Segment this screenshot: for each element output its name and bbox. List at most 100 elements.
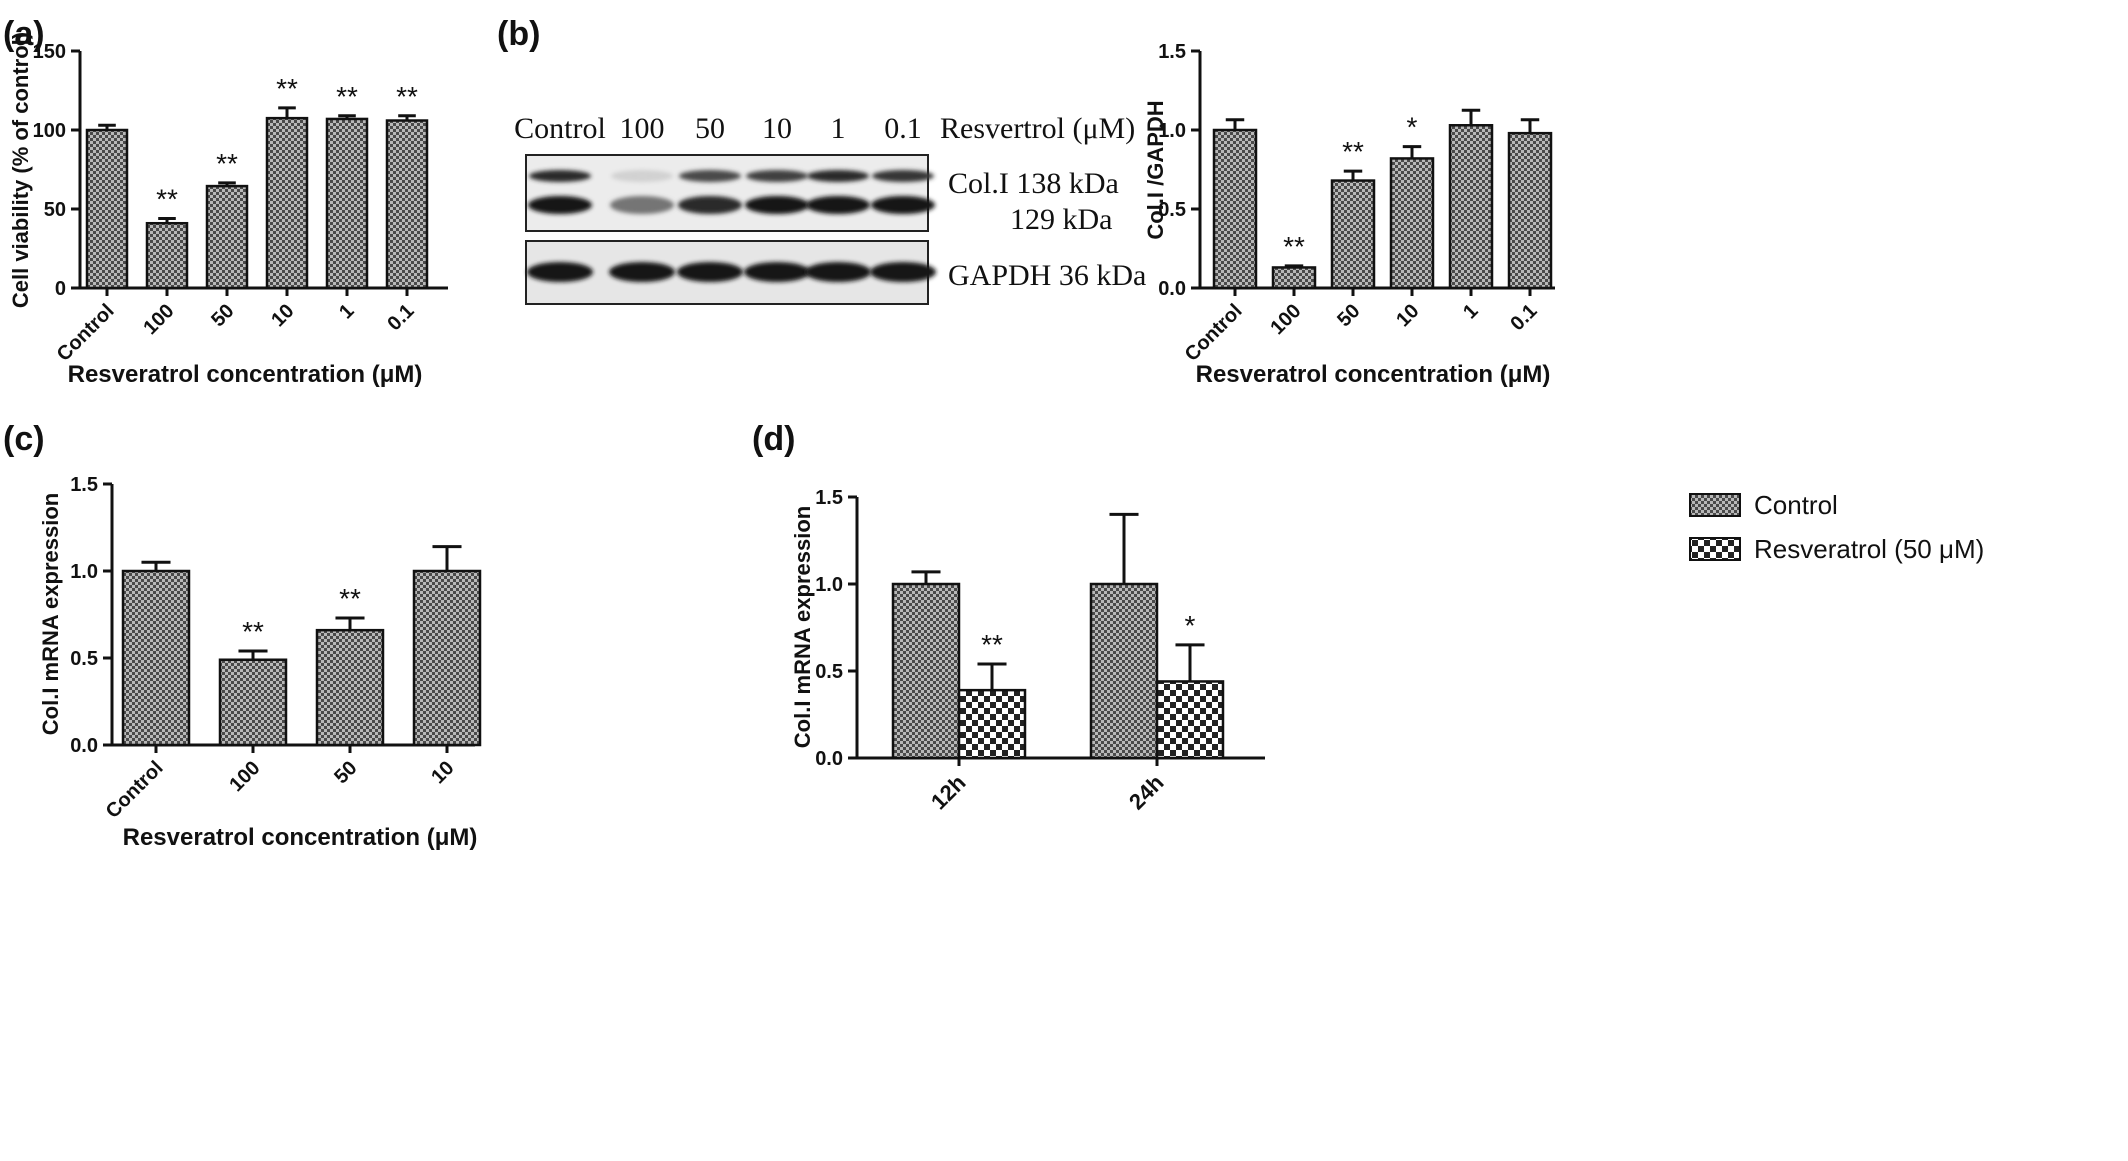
bar <box>85 128 129 290</box>
y-tick-label: 0.0 <box>815 748 843 770</box>
blot-band <box>611 170 673 182</box>
x-tick-label: 10 <box>267 300 298 331</box>
significance-marker: ** <box>1283 231 1305 262</box>
x-tick-label: 1 <box>1459 300 1482 323</box>
y-tick-label: 100 <box>33 120 66 142</box>
bar <box>1089 582 1159 760</box>
bar <box>1330 179 1376 290</box>
bar <box>385 119 429 290</box>
y-axis-label: Col.I mRNA expression <box>790 506 815 748</box>
bar <box>1212 128 1258 290</box>
lane-label: 100 <box>620 112 665 145</box>
lane-label: 50 <box>695 112 725 145</box>
bar <box>218 658 288 747</box>
x-tick-label: 24h <box>1124 770 1168 814</box>
lane-label: 1 <box>831 112 846 145</box>
lane-label: Control <box>514 112 606 145</box>
blot-header-label: Resvertrol (μM) <box>940 112 1135 145</box>
western-blot: Control 100 50 10 1 0.1 Resvertrol (μM) Col.I 1… <box>514 112 1146 305</box>
blot-band <box>527 262 593 282</box>
blot-band <box>805 262 871 282</box>
significance-marker: ** <box>981 629 1003 660</box>
blot-band <box>746 170 808 182</box>
x-tick-label: 0.1 <box>1506 300 1541 335</box>
y-tick-label: 0.0 <box>70 735 98 757</box>
bar <box>205 184 249 290</box>
blot-band <box>528 196 592 214</box>
bar <box>1507 131 1553 290</box>
blot-band <box>529 170 591 182</box>
x-tick-label: 10 <box>1392 300 1423 331</box>
bar <box>1448 124 1494 290</box>
significance-marker: ** <box>336 81 358 112</box>
panel-letter: (a) <box>3 15 45 53</box>
x-tick-label: 0.1 <box>383 300 418 335</box>
x-tick-label: 100 <box>139 300 178 339</box>
blot-band <box>871 196 935 214</box>
panel-letter: (d) <box>752 420 795 458</box>
x-tick-label: Control <box>53 300 119 366</box>
significance-marker: ** <box>156 183 178 214</box>
significance-marker: ** <box>1342 136 1364 167</box>
x-axis-label: Resveratrol concentration (μM) <box>123 824 478 851</box>
blot-band <box>678 196 742 214</box>
blot-band <box>745 196 809 214</box>
blot-band <box>679 170 741 182</box>
bar <box>957 688 1027 760</box>
y-axis-label: Col.I mRNA expression <box>38 493 63 735</box>
x-tick-label: 50 <box>1333 300 1364 331</box>
x-tick-label: 50 <box>330 757 361 788</box>
significance-marker: ** <box>216 148 238 179</box>
x-axis-label: Resveratrol concentration (μM) <box>1196 361 1551 388</box>
bar <box>265 116 309 290</box>
x-tick-label: 50 <box>207 300 238 331</box>
blot-band <box>610 196 674 214</box>
band-label-gapdh: GAPDH 36 kDa <box>948 259 1146 292</box>
significance-marker: * <box>1407 112 1418 143</box>
x-axis-label: Resveratrol concentration (μM) <box>68 361 423 388</box>
y-tick-label: 1.5 <box>1158 41 1186 63</box>
significance-marker: * <box>1185 610 1196 641</box>
panel-labels: (a) (b) (c) (d) <box>3 15 795 458</box>
blot-band <box>609 262 675 282</box>
y-axis-label: Col.I /GAPDH <box>1143 100 1168 239</box>
chart-panel-c: 0.0 0.5 1.0 1.5 Col.I mRNA expression Resvera… <box>38 474 482 851</box>
significance-marker: ** <box>242 616 264 647</box>
legend-swatch <box>1689 537 1741 561</box>
blot-band <box>744 262 810 282</box>
bar <box>1389 157 1435 290</box>
y-tick-label: 1.0 <box>70 561 98 583</box>
bar <box>145 221 189 290</box>
y-tick-label: 0.5 <box>1158 199 1186 221</box>
x-tick-label: 10 <box>427 757 458 788</box>
lane-label: 0.1 <box>884 112 922 145</box>
bar <box>891 582 961 760</box>
y-tick-label: 0.0 <box>1158 278 1186 300</box>
blot-band <box>677 262 743 282</box>
chart-panel-b: 0.0 0.5 1.0 1.5 Col.I /GAPDH Resveratrol conc… <box>1143 41 1555 388</box>
blot-membrane-col1 <box>525 154 929 232</box>
y-tick-label: 1.0 <box>815 574 843 596</box>
bar <box>315 628 385 747</box>
bar <box>1271 266 1317 290</box>
x-tick-label: 100 <box>225 757 264 796</box>
significance-marker: ** <box>339 583 361 614</box>
x-tick-label: 12h <box>926 770 970 814</box>
bar <box>121 569 191 747</box>
y-axis-label: Cell viability (% of control) <box>8 32 33 308</box>
legend-label: Control <box>1754 490 1838 520</box>
y-tick-label: 0 <box>55 278 66 300</box>
blot-band <box>807 170 869 182</box>
panel-letter: (b) <box>497 15 540 53</box>
y-tick-label: 0.5 <box>70 648 98 670</box>
significance-marker: ** <box>276 73 298 104</box>
y-tick-label: 50 <box>44 199 66 221</box>
y-tick-label: 1.0 <box>1158 120 1186 142</box>
y-tick-label: 1.5 <box>70 474 98 496</box>
band-label-col1-138: Col.I 138 kDa <box>948 167 1119 200</box>
y-tick-label: 150 <box>33 41 66 63</box>
blot-band <box>872 170 934 182</box>
blot-band <box>806 196 870 214</box>
